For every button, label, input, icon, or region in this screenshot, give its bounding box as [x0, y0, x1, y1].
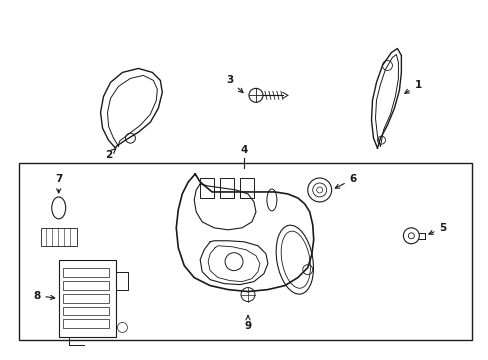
Bar — [62, 319, 108, 328]
Text: 2: 2 — [105, 149, 115, 160]
Bar — [240, 178, 253, 198]
Bar — [62, 293, 108, 302]
Bar — [220, 178, 234, 198]
Text: 1: 1 — [404, 80, 421, 93]
Text: 6: 6 — [335, 174, 356, 188]
Bar — [59, 260, 116, 337]
Text: 3: 3 — [225, 75, 243, 93]
Text: 8: 8 — [33, 291, 55, 301]
Bar — [62, 306, 108, 315]
Text: 5: 5 — [428, 223, 446, 234]
Text: 9: 9 — [244, 315, 251, 332]
Bar — [19, 163, 471, 340]
Text: 4: 4 — [240, 145, 247, 155]
Bar — [62, 280, 108, 289]
Bar — [200, 178, 214, 198]
Bar — [41, 228, 77, 246]
Bar — [62, 268, 108, 276]
Text: 7: 7 — [55, 174, 62, 193]
